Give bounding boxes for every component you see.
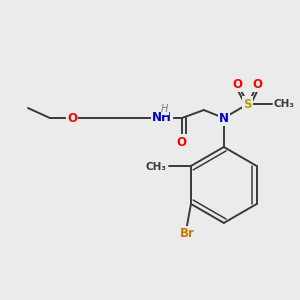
Text: O: O xyxy=(177,136,187,148)
Text: NH: NH xyxy=(152,110,172,124)
Text: CH₃: CH₃ xyxy=(146,162,167,172)
Text: N: N xyxy=(219,112,229,124)
Text: O: O xyxy=(253,78,263,91)
Text: O: O xyxy=(67,112,77,124)
Text: S: S xyxy=(244,98,252,110)
Text: CH₃: CH₃ xyxy=(274,99,295,109)
Text: Br: Br xyxy=(179,227,194,240)
Text: O: O xyxy=(233,78,243,91)
Text: H: H xyxy=(161,104,169,114)
